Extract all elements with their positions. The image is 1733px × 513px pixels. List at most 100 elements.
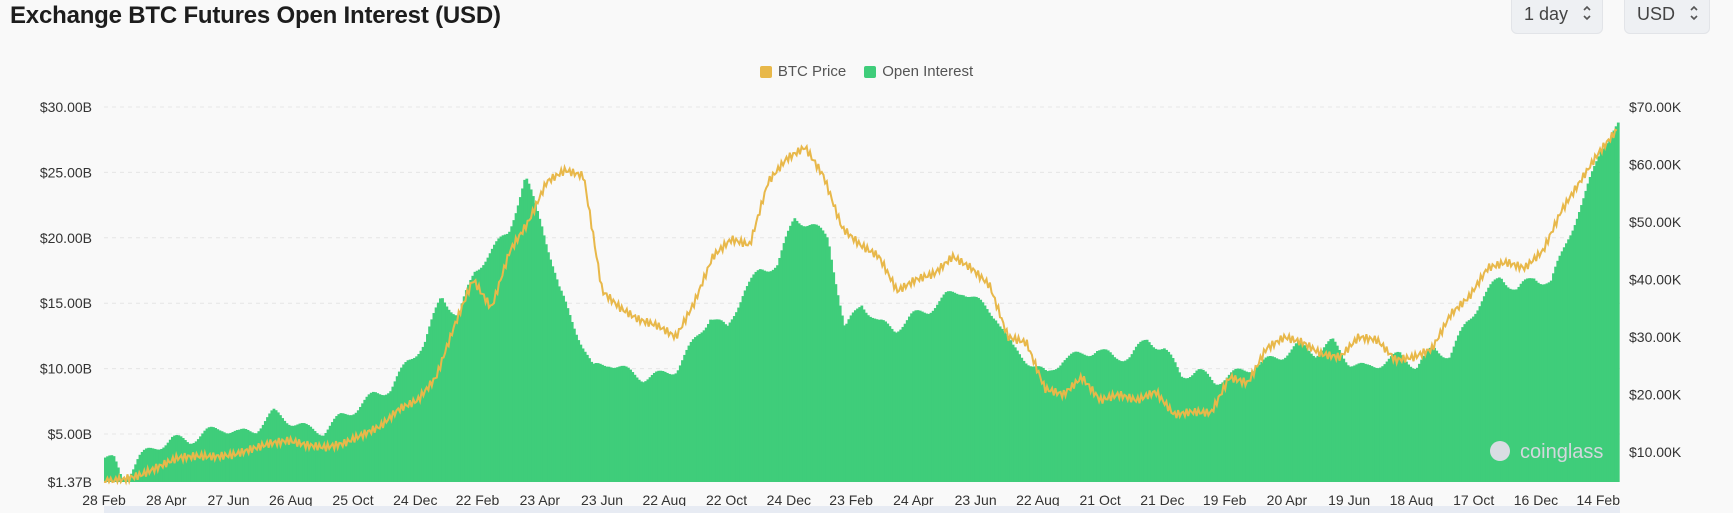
- open-interest-bar: [547, 252, 550, 482]
- open-interest-bar: [598, 363, 602, 482]
- open-interest-bar: [1253, 369, 1257, 482]
- open-interest-bar: [1322, 347, 1326, 482]
- left-axis-tick-label: $25.00B: [40, 164, 92, 180]
- open-interest-bar: [1106, 350, 1110, 482]
- open-interest-bar: [1124, 360, 1127, 482]
- open-interest-bar: [1342, 358, 1346, 482]
- open-interest-bar: [469, 279, 473, 482]
- open-interest-bar: [1191, 375, 1194, 482]
- open-interest-bar: [1065, 357, 1069, 482]
- open-interest-bar: [436, 302, 440, 482]
- open-interest-bar: [1072, 352, 1076, 482]
- open-interest-bar: [1286, 355, 1289, 482]
- open-interest-bar: [773, 267, 777, 482]
- open-interest-bar: [1212, 383, 1216, 482]
- legend-item-btc-price[interactable]: BTC Price: [759, 63, 846, 80]
- open-interest-bar: [132, 469, 135, 482]
- open-interest-bar: [681, 360, 684, 482]
- open-interest-bar: [1217, 384, 1220, 482]
- open-interest-bar: [1325, 344, 1328, 482]
- open-interest-bar: [631, 372, 635, 482]
- open-interest-bar: [1498, 277, 1501, 482]
- open-interest-bar: [518, 197, 522, 482]
- open-interest-bar: [907, 316, 911, 482]
- open-interest-bar: [685, 349, 689, 482]
- open-interest-bar: [417, 353, 421, 482]
- open-interest-bar: [1463, 324, 1467, 482]
- interval-select[interactable]: 1 day: [1511, 0, 1603, 34]
- open-interest-bar: [1147, 342, 1151, 482]
- x-axis-tick-label: 23 Jun: [581, 492, 623, 508]
- x-axis: 28 Feb 28 Apr 27 Jun 26 Aug 25 Oct 24 Dec 22 F…: [82, 492, 1620, 508]
- open-interest-bar: [480, 267, 483, 482]
- open-interest-bar: [918, 310, 922, 482]
- open-interest-bar: [732, 316, 736, 482]
- open-interest-bar: [1571, 230, 1575, 482]
- open-interest-bar: [1271, 356, 1274, 482]
- x-axis-tick-label: 24 Dec: [393, 492, 437, 508]
- open-interest-bar: [1376, 368, 1380, 482]
- open-interest-bar: [521, 188, 524, 483]
- open-interest-bar: [1188, 377, 1192, 482]
- open-interest-bar: [188, 443, 192, 482]
- open-interest-bar: [672, 374, 676, 482]
- open-interest-bar: [445, 306, 449, 482]
- open-interest-bar: [555, 279, 559, 482]
- open-interest-bar: [754, 271, 758, 482]
- open-interest-bar: [516, 205, 520, 482]
- open-interest-bar: [1134, 346, 1138, 482]
- open-interest-bar: [1461, 327, 1465, 482]
- x-axis-tick-label: 24 Apr: [893, 492, 934, 508]
- open-interest-bar: [869, 316, 872, 482]
- open-interest-bar: [1288, 352, 1292, 482]
- open-interest-bar: [603, 365, 607, 482]
- open-interest-bar: [745, 286, 749, 482]
- open-interest-bar: [1569, 235, 1573, 482]
- open-interest-bar: [665, 372, 669, 482]
- open-interest-bar: [910, 313, 913, 482]
- open-interest-bar: [1206, 373, 1210, 482]
- open-interest-bar: [1290, 349, 1294, 482]
- open-interest-bar: [1597, 156, 1601, 482]
- open-interest-bar: [1476, 310, 1480, 482]
- open-interest-bar: [1013, 347, 1017, 482]
- open-interest-bar: [1588, 176, 1592, 482]
- open-interest-bar: [1024, 363, 1028, 482]
- open-interest-bar: [352, 414, 356, 482]
- btc-price-series: [103, 128, 1618, 486]
- open-interest-bar: [1446, 358, 1449, 482]
- open-interest-bar: [1565, 243, 1568, 482]
- open-interest-bar: [1145, 339, 1149, 482]
- open-interest-bar: [1480, 301, 1484, 482]
- open-interest-bar: [499, 236, 503, 482]
- open-interest-bar: [350, 415, 354, 482]
- legend-item-open-interest[interactable]: Open Interest: [864, 63, 973, 80]
- left-axis-tick-label: $20.00B: [40, 230, 92, 246]
- open-interest-bar: [611, 367, 615, 482]
- open-interest-bar: [534, 203, 537, 483]
- open-interest-bar: [1169, 354, 1173, 482]
- open-interest-bar: [1606, 143, 1609, 482]
- open-interest-bar: [495, 241, 498, 482]
- currency-select[interactable]: USD: [1624, 0, 1710, 34]
- open-interest-bar: [1093, 353, 1097, 482]
- open-interest-bar: [432, 313, 436, 482]
- open-interest-bar: [389, 391, 393, 482]
- open-interest-bar: [296, 424, 300, 482]
- open-interest-bar: [717, 319, 721, 482]
- open-interest-bar: [1355, 364, 1359, 482]
- open-interest-bar: [138, 454, 142, 482]
- time-range-scrollbar[interactable]: [104, 506, 1620, 513]
- open-interest-bar: [1240, 369, 1244, 482]
- open-interest-bar: [1474, 313, 1478, 482]
- open-interest-bar: [730, 319, 734, 482]
- open-interest-bar: [1348, 366, 1352, 482]
- right-y-axis: $10.00K $20.00K $30.00K $40.00K $50.00K $60.0…: [1629, 99, 1682, 460]
- open-interest-bar: [655, 371, 658, 482]
- legend-swatch-btc-price: [759, 65, 772, 78]
- open-interest-bar: [393, 381, 397, 482]
- open-interest-bar: [406, 360, 410, 482]
- open-interest-bar: [361, 403, 364, 482]
- legend-label-open-interest: Open Interest: [882, 63, 974, 80]
- open-interest-bar: [739, 302, 743, 482]
